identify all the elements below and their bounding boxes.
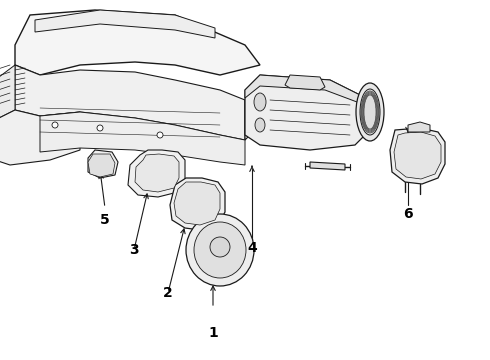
Polygon shape (0, 110, 80, 165)
Polygon shape (394, 132, 441, 179)
Polygon shape (15, 65, 245, 140)
Ellipse shape (186, 214, 254, 286)
Ellipse shape (356, 83, 384, 141)
Text: 1: 1 (208, 326, 218, 340)
Polygon shape (88, 154, 115, 177)
Polygon shape (128, 150, 185, 197)
Text: 2: 2 (163, 286, 173, 300)
Polygon shape (170, 178, 225, 230)
Polygon shape (0, 65, 15, 120)
Polygon shape (135, 154, 179, 192)
Circle shape (97, 125, 103, 131)
Polygon shape (15, 10, 260, 75)
Circle shape (52, 122, 58, 128)
Text: 6: 6 (403, 207, 413, 221)
Polygon shape (310, 162, 345, 170)
Ellipse shape (255, 118, 265, 132)
Text: 3: 3 (129, 243, 139, 257)
Polygon shape (88, 150, 118, 178)
Ellipse shape (194, 222, 246, 278)
Polygon shape (40, 112, 245, 165)
Polygon shape (174, 182, 220, 225)
Circle shape (210, 237, 230, 257)
Circle shape (157, 132, 163, 138)
Polygon shape (408, 122, 430, 132)
Polygon shape (245, 75, 370, 105)
Polygon shape (245, 85, 310, 140)
Ellipse shape (254, 93, 266, 111)
Polygon shape (285, 75, 325, 90)
Polygon shape (35, 10, 215, 38)
Text: 5: 5 (100, 213, 110, 227)
Ellipse shape (360, 89, 380, 135)
Polygon shape (390, 128, 445, 184)
Text: 4: 4 (247, 241, 257, 255)
Polygon shape (245, 75, 375, 150)
